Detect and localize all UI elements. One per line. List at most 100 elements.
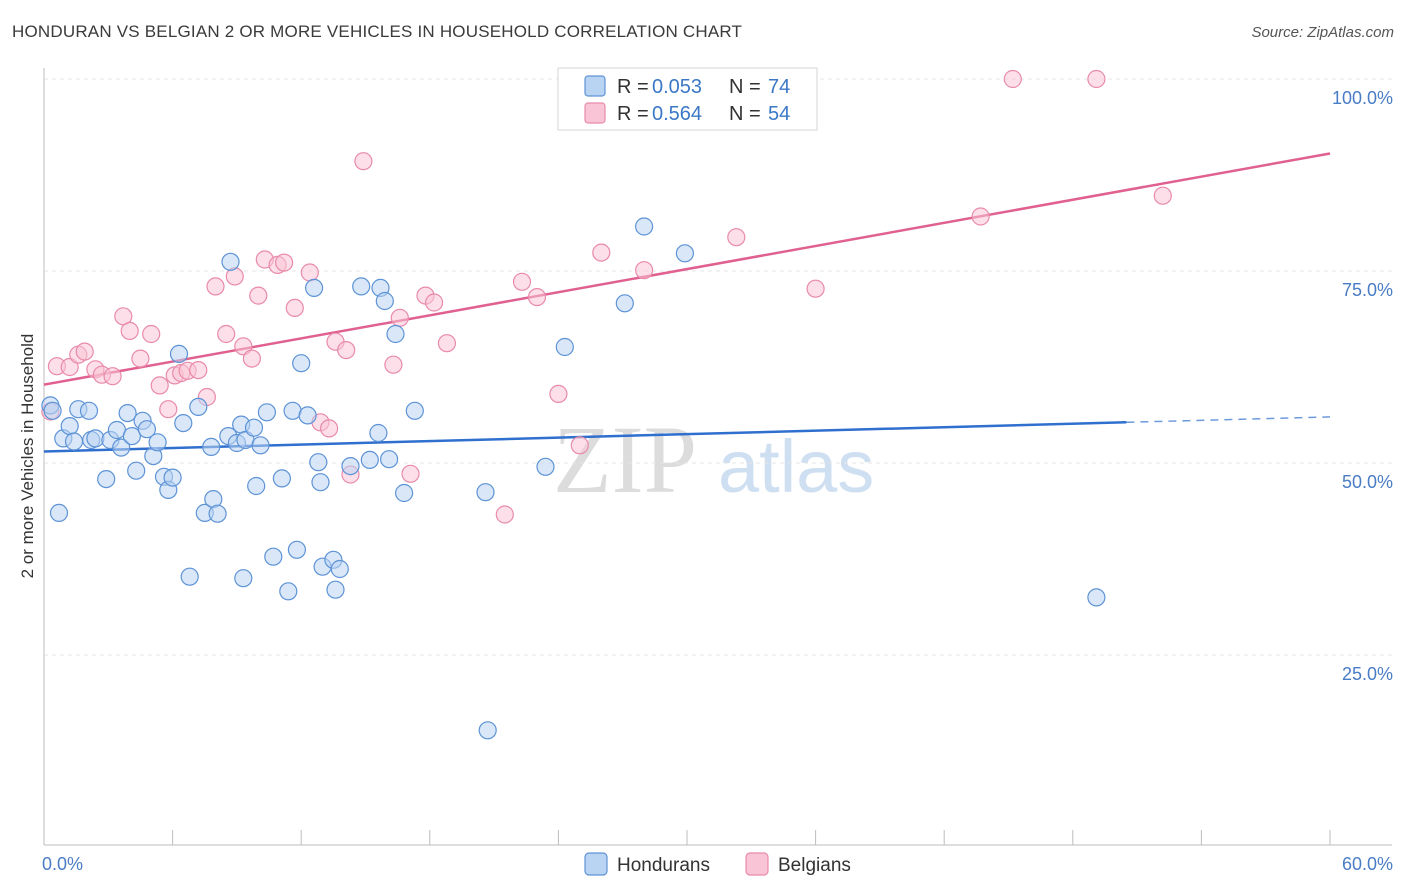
point-belgians-38 — [401, 464, 420, 483]
point-hondurans-55 — [341, 457, 360, 476]
point-hondurans-53 — [326, 580, 345, 599]
point-hondurans-9 — [97, 470, 116, 489]
point-hondurans-37 — [244, 418, 264, 437]
axes — [43, 68, 1392, 846]
legend-r-value-belgians: 0.564 — [652, 103, 702, 125]
point-hondurans-26 — [189, 397, 208, 416]
point-hondurans-24 — [174, 414, 193, 433]
legend-n-value-belgians: 54 — [768, 103, 790, 125]
legend-n-value-hondurans: 74 — [768, 76, 790, 98]
point-hondurans-69 — [615, 294, 634, 313]
trendline-hondurans-extension — [1126, 416, 1331, 424]
point-hondurans-30 — [208, 504, 227, 523]
point-belgians-52 — [1003, 69, 1022, 89]
point-belgians-47 — [592, 243, 611, 262]
point-belgians-11 — [142, 324, 161, 344]
point-hondurans-25 — [180, 567, 199, 586]
point-hondurans-56 — [352, 277, 371, 296]
point-hondurans-40 — [257, 403, 276, 422]
legend-swatch-hondurans — [584, 75, 606, 97]
point-hondurans-44 — [283, 401, 302, 420]
x-tick-label-max: 60.0% — [1342, 854, 1393, 874]
chart-source: Source: ZipAtlas.com — [1251, 24, 1394, 41]
point-hondurans-60 — [375, 291, 394, 311]
point-belgians-27 — [275, 253, 294, 272]
ticks: 25.0% 50.0% 75.0% 100.0% — [172, 88, 1393, 845]
point-hondurans-4 — [64, 432, 84, 451]
point-belgians-31 — [320, 419, 339, 438]
bottom-legend-swatch-belgians — [745, 852, 769, 876]
point-hondurans-43 — [279, 582, 298, 601]
point-belgians-49 — [727, 228, 746, 247]
point-belgians-46 — [570, 436, 589, 455]
legend-r-label-belgians: R = — [617, 103, 649, 125]
y-tick-label-2: 75.0% — [1342, 280, 1393, 300]
point-belgians-29 — [300, 263, 319, 282]
point-hondurans-8 — [86, 429, 105, 448]
legend-r-value-hondurans: 0.053 — [652, 76, 702, 98]
point-hondurans-15 — [127, 461, 146, 480]
point-hondurans-63 — [395, 483, 414, 503]
y-tick-label-0: 25.0% — [1342, 664, 1393, 684]
point-belgians-44 — [527, 288, 547, 307]
trend-lines — [43, 152, 1331, 453]
point-hondurans-45 — [287, 540, 306, 559]
chart-title: HONDURAN VS BELGIAN 2 OR MORE VEHICLES I… — [12, 22, 743, 41]
point-belgians-51 — [971, 207, 990, 226]
point-hondurans-67 — [536, 457, 555, 476]
watermark-zip: ZIP — [553, 406, 697, 513]
point-belgians-43 — [512, 272, 532, 291]
point-hondurans-54 — [330, 559, 349, 579]
point-hondurans-49 — [309, 453, 328, 472]
point-hondurans-46 — [292, 354, 311, 373]
point-hondurans-62 — [386, 324, 405, 344]
watermark-atlas: atlas — [718, 425, 874, 508]
bottom-legend-swatch-hondurans — [584, 852, 608, 876]
point-belgians-45 — [549, 384, 568, 403]
point-belgians-42 — [495, 505, 514, 524]
point-hondurans-64 — [405, 401, 424, 420]
point-hondurans-65 — [476, 483, 495, 502]
point-hondurans-6 — [79, 401, 99, 420]
trendline-hondurans — [43, 421, 1127, 453]
bottom-legend: Hondurans Belgians — [584, 852, 851, 876]
x-tick-label-min: 0.0% — [42, 854, 83, 874]
point-belgians-12 — [150, 376, 169, 395]
point-hondurans-19 — [148, 433, 167, 452]
data-points — [41, 69, 1172, 740]
legend-n-label-hondurans: N = — [729, 76, 761, 98]
bottom-legend-label-hondurans: Hondurans — [617, 855, 710, 876]
point-belgians-20 — [217, 324, 236, 344]
point-hondurans-38 — [247, 476, 266, 496]
point-hondurans-36 — [234, 569, 253, 588]
point-belgians-22 — [234, 337, 253, 356]
point-hondurans-13 — [118, 404, 137, 423]
point-belgians-10 — [131, 349, 150, 368]
trendline-belgians — [43, 152, 1331, 386]
point-hondurans-32 — [221, 252, 240, 271]
point-belgians-36 — [384, 355, 403, 374]
point-hondurans-58 — [369, 423, 388, 443]
point-belgians-40 — [425, 293, 444, 312]
point-hondurans-73 — [43, 401, 62, 420]
point-hondurans-71 — [675, 244, 695, 263]
point-hondurans-66 — [478, 721, 497, 740]
legend-n-label-belgians: N = — [729, 103, 761, 125]
point-belgians-13 — [159, 400, 178, 419]
point-belgians-53 — [1087, 69, 1106, 89]
legend: R = 0.053 N = 74 R = 0.564 N = 54 — [557, 67, 818, 131]
point-hondurans-3 — [60, 417, 79, 436]
point-hondurans-68 — [555, 337, 574, 357]
point-hondurans-23 — [169, 344, 189, 363]
point-belgians-28 — [285, 298, 304, 317]
point-belgians-35 — [354, 152, 373, 171]
point-belgians-54 — [1153, 186, 1172, 205]
point-hondurans-42 — [272, 469, 291, 488]
point-belgians-37 — [390, 308, 409, 327]
point-belgians-48 — [634, 261, 654, 280]
y-tick-label-1: 50.0% — [1342, 472, 1393, 492]
point-belgians-7 — [103, 367, 122, 386]
point-belgians-19 — [206, 277, 225, 296]
point-hondurans-48 — [305, 278, 324, 297]
point-hondurans-22 — [163, 468, 182, 487]
